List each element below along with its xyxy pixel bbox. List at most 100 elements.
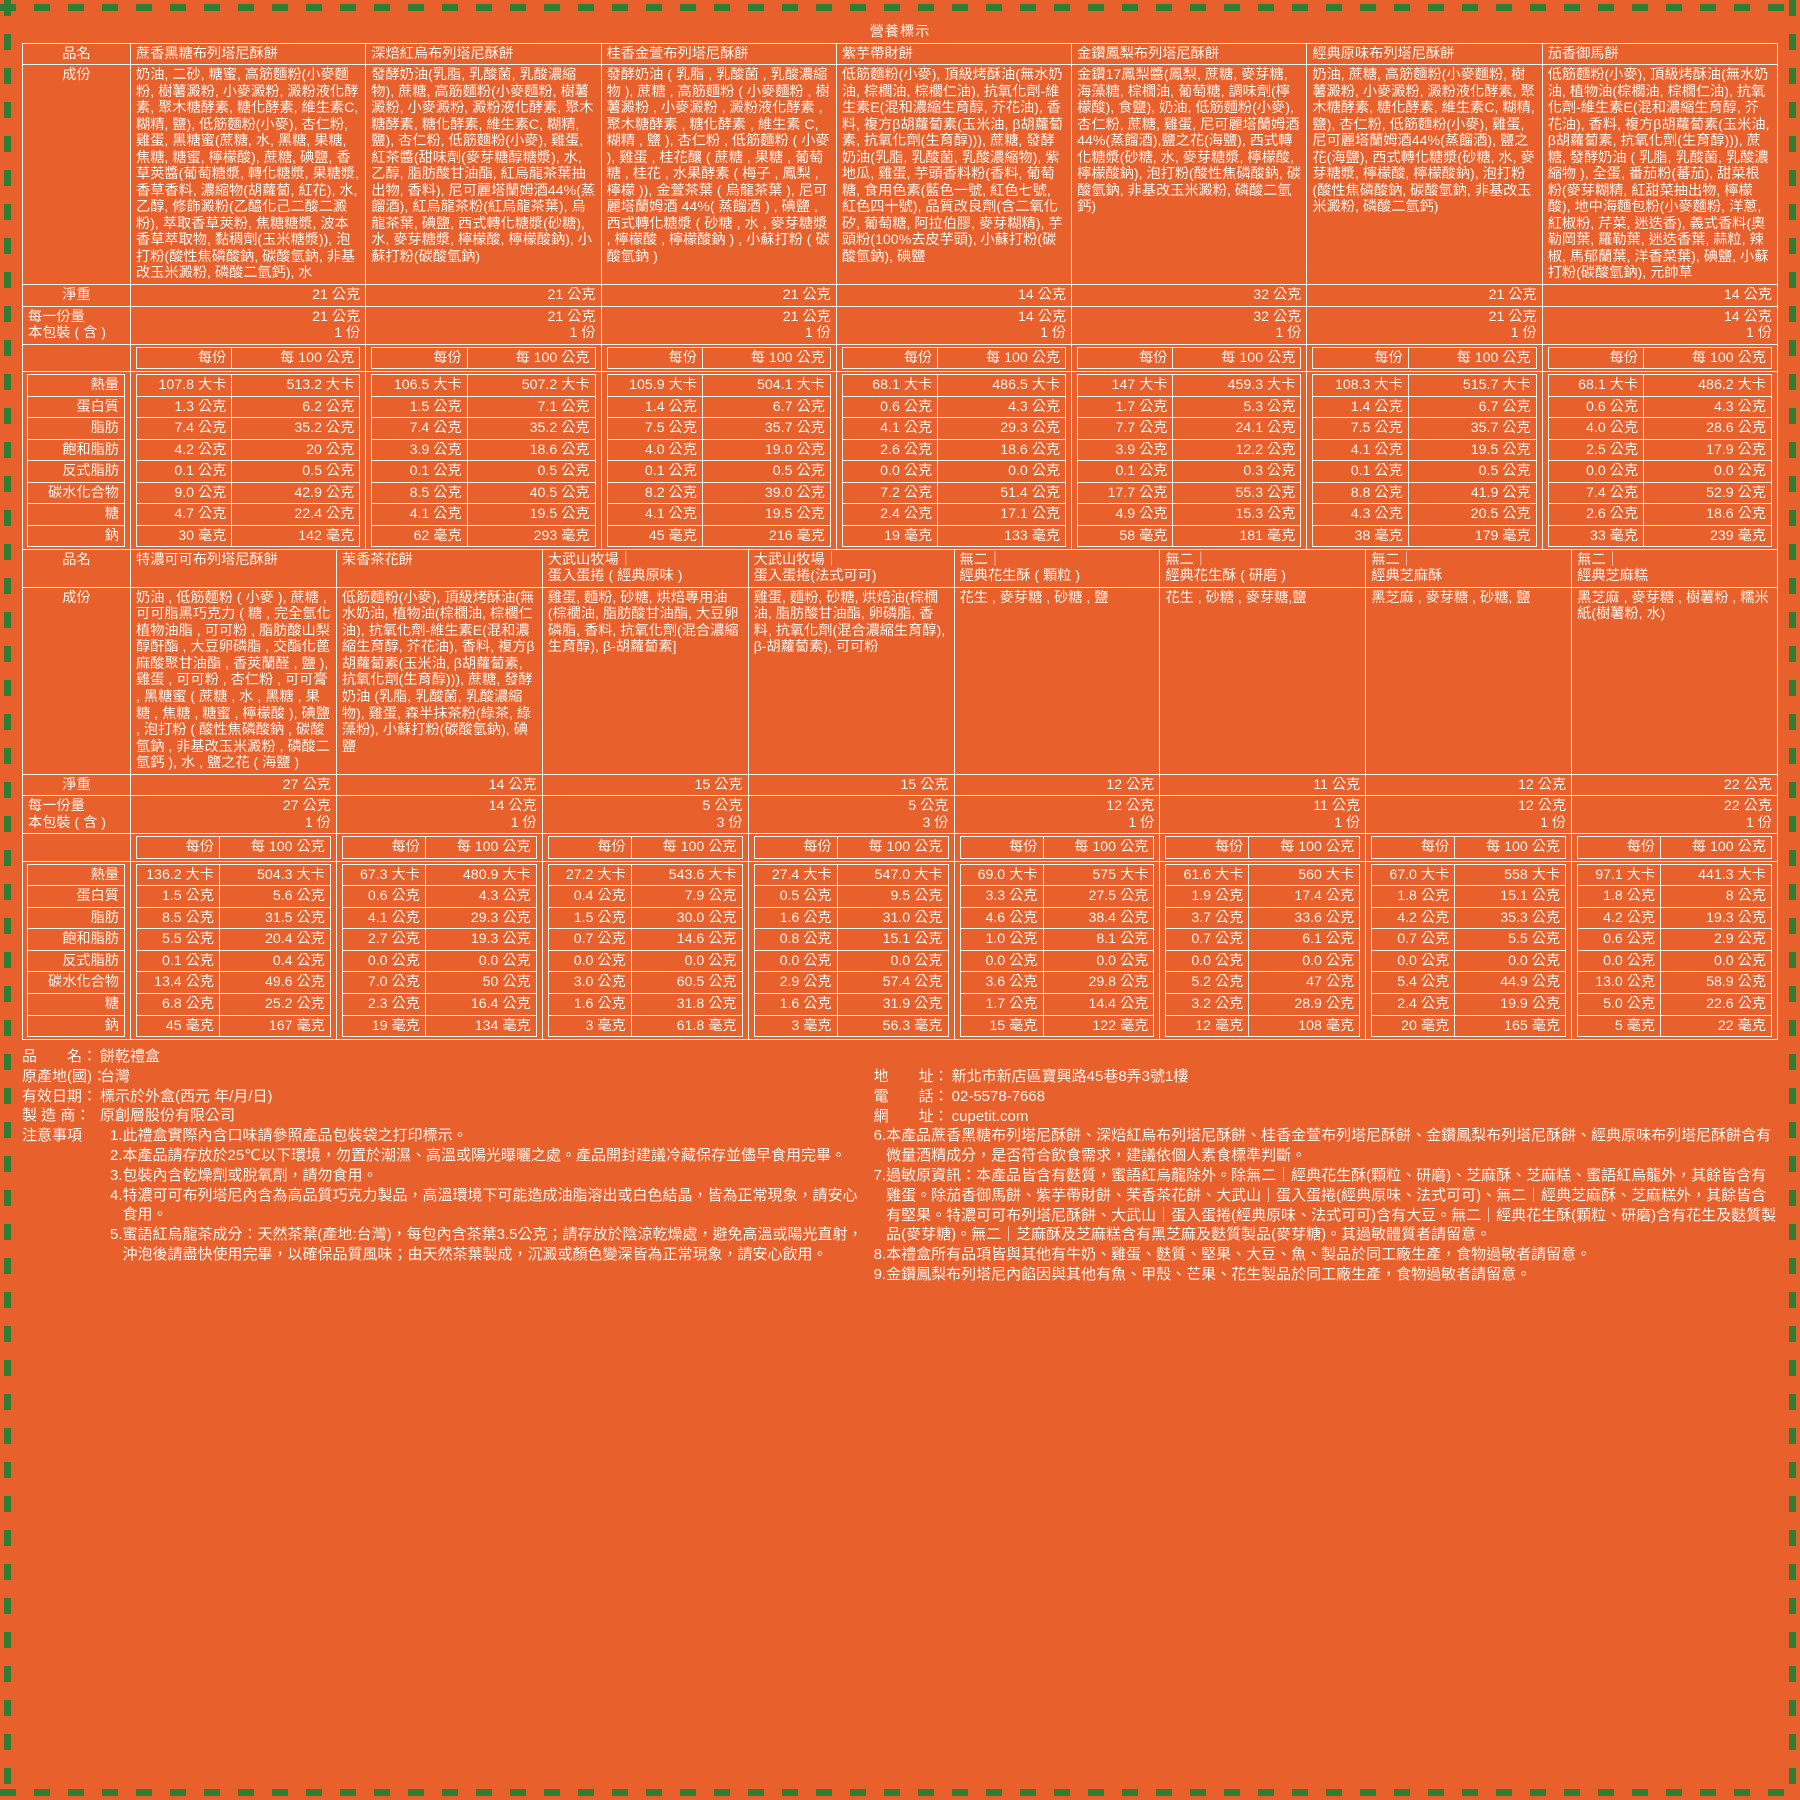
net-weight-2-2: 15 公克	[541, 773, 749, 797]
val-100g-1-4-1: 5.3 公克	[1172, 395, 1302, 419]
note-left-1: 1. 此禮盒實際內含口味請參照產品包裝袋之打印標示。	[110, 1126, 868, 1146]
per-header-2-6: 每份每 100 公克	[1365, 833, 1573, 862]
footer-left-column: 品 名： 餅乾禮盒 原產地(國)： 台灣 有效日期： 標示於外盒(西元 年/月/日) 製 造…	[22, 1047, 874, 1285]
note-text: 特濃可可布列塔尼內含為高品質巧克力製品，高溫環境下可能造成油脂溶出或白色結晶，皆…	[122, 1186, 858, 1224]
footer-left-value-0: 餅乾禮盒	[100, 1048, 161, 1066]
net-weight-row: 淨重 27 公克 14 公克 15 公克 15 公克 12 公克 11 公克 12 公克 22 …	[22, 773, 1778, 797]
val-100g-1-1-6: 19.5 公克	[466, 503, 596, 526]
note-text: 本禮盒所有品項皆與其他有牛奶、雞蛋、麩質、堅果、大豆、魚、製品於同工廠生產，食物…	[886, 1246, 1592, 1264]
val-100g-2-3-1: 9.5 公克	[836, 885, 949, 908]
val-serv-2-4-1: 3.3 公克	[959, 885, 1044, 908]
serving-size-2-3: 5 公克 3 份	[747, 795, 955, 835]
val-serv-2-1-5: 7.0 公克	[341, 971, 426, 994]
row-label-product-name: 品名	[22, 548, 131, 588]
footer-contact-value-1[interactable]: 02-5578-7668	[951, 1087, 1046, 1105]
note-left-3: 3. 包裝內含乾燥劑或脫氧劑，請勿食用。	[110, 1166, 868, 1186]
product-name-2-7: 無二｜ 經典芝麻糕	[1571, 548, 1778, 588]
val-serv-2-7-5: 13.0 公克	[1577, 971, 1662, 994]
nutrient-values-2-2: 27.2 大卡 543.6 大卡 0.4 公克 7.9 公克 1.5 公克 30.0 公克…	[541, 860, 749, 1041]
val-100g-2-1-6: 16.4 公克	[424, 992, 537, 1016]
val-100g-1-5-3: 19.5 公克	[1407, 438, 1537, 462]
footer-left-key-2: 有效日期：	[22, 1087, 98, 1105]
product-name-2-1: 茉香茶花餅	[335, 548, 543, 588]
serving-size-2-7: 22 公克 1 份	[1571, 795, 1778, 835]
val-serv-1-0-2: 7.4 公克	[135, 417, 233, 440]
cut-mark-left	[4, 0, 11, 1800]
cut-mark-bottom	[0, 1789, 1800, 1796]
val-100g-2-7-6: 22.6 公克	[1660, 992, 1772, 1016]
val-100g-2-2-6: 31.8 公克	[630, 992, 743, 1016]
row-label-serving-size: 每一份量 本包裝 ( 含 )	[22, 795, 131, 835]
note-number: 2.	[110, 1147, 123, 1165]
row-label-net-weight: 淨重	[22, 773, 131, 797]
val-100g-2-1-3: 19.3 公克	[424, 928, 537, 951]
val-serv-2-2-1: 0.4 公克	[547, 885, 632, 908]
val-serv-1-6-7: 33 毫克	[1547, 524, 1645, 548]
val-serv-1-2-1: 1.4 公克	[606, 395, 703, 419]
val-100g-1-0-6: 22.4 公克	[231, 503, 361, 526]
val-100g-1-2-0: 504.1 大卡	[701, 374, 831, 397]
val-serv-1-0-0: 107.8 大卡	[135, 374, 233, 397]
product-name-1-4: 金鑽鳳梨布列塔尼酥餅	[1071, 42, 1308, 66]
serving-size-2-5: 11 公克 1 份	[1159, 795, 1367, 835]
val-serv-2-5-0: 61.6 大卡	[1165, 863, 1250, 887]
val-serv-2-1-3: 2.7 公克	[341, 928, 426, 951]
ingredients-2-6: 黑芝麻 , 麥芽糖 , 砂糖, 鹽	[1365, 586, 1573, 775]
footer-left-row-3: 製 造 商： 原創層股份有限公司	[22, 1106, 868, 1126]
nutrient-label-column: 熱量 蛋白質 脂肪 飽和脂肪 反式脂肪 碳水化合物糖鈉	[22, 860, 131, 1041]
val-100g-2-7-7: 22 毫克	[1660, 1014, 1772, 1038]
val-100g-2-0-5: 49.6 公克	[219, 971, 331, 994]
footer-contact-value-2[interactable]: cupetit.com	[951, 1107, 1029, 1125]
note-number: 4.	[110, 1186, 123, 1204]
val-serv-2-5-7: 12 毫克	[1165, 1014, 1250, 1038]
val-serv-1-0-7: 30 毫克	[135, 524, 233, 548]
row-label-net-weight: 淨重	[22, 283, 131, 307]
val-serv-2-4-5: 3.6 公克	[959, 971, 1044, 994]
val-100g-1-5-1: 6.7 公克	[1407, 395, 1537, 419]
val-serv-2-0-2: 8.5 公克	[136, 906, 220, 930]
footer-contact-value-0: 新北市新店區寶興路45巷8弄3號1樓	[951, 1068, 1189, 1086]
ingredients-2-4: 花生 , 麥芽糖 , 砂糖 , 鹽	[953, 586, 1161, 775]
val-serv-1-5-6: 4.3 公克	[1312, 503, 1409, 526]
ingredients-2-7: 黑芝麻 , 麥芽糖 , 樹薯粉 , 糯米紙(樹薯粉, 水)	[1571, 586, 1778, 775]
val-100g-2-3-2: 31.0 公克	[836, 906, 949, 930]
val-100g-1-2-4: 0.5 公克	[701, 460, 831, 483]
val-100g-1-6-0: 486.2 大卡	[1643, 374, 1772, 397]
footer-notes-left: 注意事項 1. 此禮盒實際內含口味請參照產品包裝袋之打印標示。 2. 本產品請存放於2…	[22, 1126, 868, 1265]
val-100g-2-4-7: 122 毫克	[1042, 1014, 1155, 1038]
nutrient-values-2-7: 97.1 大卡 441.3 大卡 1.8 公克 8 公克 4.2 公克 19.3 公克 0.…	[1571, 860, 1778, 1041]
footer-left-value-2: 標示於外盒(西元 年/月/日)	[100, 1087, 273, 1105]
val-100g-1-2-6: 19.5 公克	[701, 503, 831, 526]
val-serv-1-2-7: 45 毫克	[606, 524, 703, 548]
val-serv-1-3-0: 68.1 大卡	[841, 374, 939, 397]
footer-info: 品 名： 餅乾禮盒 原產地(國)： 台灣 有效日期： 標示於外盒(西元 年/月/日) 製 造…	[22, 1047, 1778, 1285]
net-weight-1-3: 14 公克	[835, 283, 1073, 307]
val-serv-1-1-0: 106.5 大卡	[371, 374, 468, 397]
nutrient-label-2: 脂肪	[27, 906, 125, 930]
val-serv-2-1-6: 2.3 公克	[341, 992, 426, 1016]
val-serv-2-5-1: 1.9 公克	[1165, 885, 1250, 908]
val-100g-2-6-0: 558 大卡	[1454, 863, 1567, 887]
val-100g-1-5-4: 0.5 公克	[1407, 460, 1537, 483]
serving-size-1-4: 32 公克 1 份	[1071, 305, 1308, 345]
val-100g-1-6-7: 239 毫克	[1643, 524, 1772, 548]
val-100g-2-0-7: 167 毫克	[219, 1014, 331, 1038]
val-serv-1-2-4: 0.1 公克	[606, 460, 703, 483]
val-100g-1-4-7: 181 毫克	[1172, 524, 1302, 548]
note-right-6: 6. 本產品蔗香黑糖布列塔尼酥餅、深焙紅烏布列塔尼酥餅、桂香金萱布列塔尼酥餅、金鑽…	[874, 1126, 1778, 1166]
note-text: 此禮盒實際內含口味請參照產品包裝袋之打印標示。	[122, 1127, 468, 1145]
val-serv-1-2-6: 4.1 公克	[606, 503, 703, 526]
nutrient-label-4: 反式脂肪	[27, 460, 125, 483]
ingredients-2-5: 花生 , 砂糖 , 麥芽糖,鹽	[1159, 586, 1367, 775]
nutrient-label-6: 糖	[27, 503, 125, 526]
serving-size-1-6: 14 公克 1 份	[1541, 305, 1779, 345]
product-name-2-6: 無二｜ 經典芝麻酥	[1365, 548, 1573, 588]
val-100g-1-0-2: 35.2 公克	[231, 417, 361, 440]
val-100g-1-2-2: 35.7 公克	[701, 417, 831, 440]
val-serv-2-0-5: 13.4 公克	[136, 971, 220, 994]
val-100g-2-7-4: 0.0 公克	[1660, 949, 1772, 973]
val-100g-1-0-1: 6.2 公克	[231, 395, 361, 419]
nutrient-values-1-5: 108.3 大卡 515.7 大卡 1.4 公克 6.7 公克 7.5 公克 35.7 公…	[1306, 371, 1543, 551]
val-100g-2-6-5: 44.9 公克	[1454, 971, 1567, 994]
val-100g-1-6-5: 52.9 公克	[1643, 481, 1772, 505]
